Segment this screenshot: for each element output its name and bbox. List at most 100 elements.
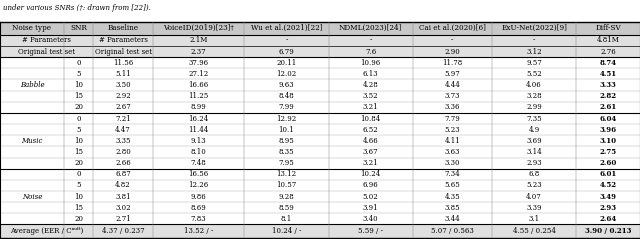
- Text: # Parameters: # Parameters: [99, 37, 147, 44]
- Text: 4.51: 4.51: [600, 70, 617, 78]
- Text: 3.85: 3.85: [445, 204, 460, 212]
- Bar: [0, 135, 640, 146]
- Text: 3.90 / 0.213: 3.90 / 0.213: [585, 227, 631, 235]
- Text: 2.90: 2.90: [445, 48, 460, 56]
- Text: NDML(2023)[24]: NDML(2023)[24]: [339, 24, 403, 32]
- Text: 11.56: 11.56: [113, 59, 133, 67]
- Text: 3.21: 3.21: [363, 159, 378, 167]
- Text: 3.33: 3.33: [600, 81, 616, 89]
- Text: 2.64: 2.64: [600, 215, 617, 223]
- Text: 5.11: 5.11: [115, 70, 131, 78]
- Bar: [0, 169, 64, 224]
- Text: 4.11: 4.11: [445, 137, 460, 145]
- Text: 5.65: 5.65: [445, 181, 460, 189]
- Text: 8.99: 8.99: [191, 103, 207, 111]
- Text: 4.07: 4.07: [526, 193, 542, 201]
- Text: 4.52: 4.52: [600, 181, 617, 189]
- Text: 2.1M: 2.1M: [189, 37, 208, 44]
- Text: 5.59 / -: 5.59 / -: [358, 227, 383, 235]
- Bar: [0, 180, 640, 191]
- Text: 8.59: 8.59: [278, 204, 294, 212]
- Text: Original test set: Original test set: [95, 48, 152, 56]
- Text: 11.78: 11.78: [442, 59, 463, 67]
- Text: Original test set: Original test set: [18, 48, 76, 56]
- Text: 7.95: 7.95: [278, 159, 294, 167]
- Text: 3.21: 3.21: [363, 103, 378, 111]
- Text: 7.99: 7.99: [278, 103, 294, 111]
- Text: Baseline: Baseline: [108, 24, 138, 32]
- Text: 0: 0: [76, 114, 81, 123]
- Text: 20: 20: [74, 103, 83, 111]
- Bar: [0, 57, 64, 113]
- Text: 7.34: 7.34: [445, 170, 460, 178]
- Text: 3.28: 3.28: [526, 92, 542, 100]
- Text: 8.10: 8.10: [191, 148, 207, 156]
- Text: 4.9: 4.9: [529, 126, 540, 134]
- Text: 9.13: 9.13: [191, 137, 206, 145]
- Text: 6.8: 6.8: [529, 170, 540, 178]
- Text: 8.69: 8.69: [191, 204, 207, 212]
- Text: 4.47: 4.47: [115, 126, 131, 134]
- Text: 5.07 / 0.563: 5.07 / 0.563: [431, 227, 474, 235]
- Text: 2.61: 2.61: [600, 103, 617, 111]
- Text: Music: Music: [21, 137, 43, 145]
- Text: 7.79: 7.79: [445, 114, 460, 123]
- Text: 3.40: 3.40: [363, 215, 378, 223]
- Text: 9.28: 9.28: [278, 193, 294, 201]
- Text: 7.83: 7.83: [191, 215, 206, 223]
- Text: 6.96: 6.96: [363, 181, 378, 189]
- Text: 9.86: 9.86: [191, 193, 207, 201]
- Text: -: -: [451, 37, 454, 44]
- Text: 3.10: 3.10: [600, 137, 616, 145]
- Text: 4.44: 4.44: [445, 81, 460, 89]
- Bar: [0, 124, 640, 135]
- Text: 6.13: 6.13: [363, 70, 378, 78]
- Text: 5: 5: [76, 70, 81, 78]
- Text: 3.52: 3.52: [363, 92, 378, 100]
- Text: 20: 20: [74, 215, 83, 223]
- Text: 20: 20: [74, 159, 83, 167]
- Text: 10: 10: [74, 193, 83, 201]
- Text: -: -: [369, 37, 372, 44]
- Text: 3.44: 3.44: [445, 215, 460, 223]
- Bar: [0, 224, 640, 238]
- Text: 11.44: 11.44: [188, 126, 209, 134]
- Text: # Parameters: # Parameters: [22, 37, 71, 44]
- Text: 12.92: 12.92: [276, 114, 297, 123]
- Text: 4.37 / 0.237: 4.37 / 0.237: [102, 227, 145, 235]
- Text: 2.60: 2.60: [600, 159, 617, 167]
- Text: SNR: SNR: [70, 24, 87, 32]
- Text: 5.52: 5.52: [526, 70, 542, 78]
- Text: 6.79: 6.79: [278, 48, 294, 56]
- Text: 15: 15: [74, 92, 83, 100]
- Text: Noise: Noise: [22, 193, 42, 201]
- Text: 2.82: 2.82: [600, 92, 617, 100]
- Text: 10.84: 10.84: [360, 114, 381, 123]
- Text: 8.74: 8.74: [600, 59, 617, 67]
- Text: 3.91: 3.91: [363, 204, 378, 212]
- Text: 8.35: 8.35: [278, 148, 294, 156]
- Bar: [0, 22, 640, 35]
- Text: 4.81M: 4.81M: [596, 37, 620, 44]
- Text: 2.67: 2.67: [115, 103, 131, 111]
- Bar: [0, 68, 640, 80]
- Text: Diff-SV: Diff-SV: [595, 24, 621, 32]
- Text: 2.75: 2.75: [600, 148, 617, 156]
- Text: 7.48: 7.48: [191, 159, 207, 167]
- Text: 2.76: 2.76: [600, 48, 616, 56]
- Text: 2.99: 2.99: [526, 103, 542, 111]
- Text: 4.06: 4.06: [526, 81, 542, 89]
- Text: ExU-Net(2022)[9]: ExU-Net(2022)[9]: [501, 24, 567, 32]
- Text: 16.56: 16.56: [188, 170, 209, 178]
- Text: 10.24 / -: 10.24 / -: [272, 227, 301, 235]
- Text: 7.35: 7.35: [526, 114, 542, 123]
- Text: 8.48: 8.48: [278, 92, 294, 100]
- Text: 12.02: 12.02: [276, 70, 297, 78]
- Text: 27.12: 27.12: [188, 70, 209, 78]
- Text: 6.87: 6.87: [115, 170, 131, 178]
- Text: 10.24: 10.24: [360, 170, 381, 178]
- Text: 2.71: 2.71: [115, 215, 131, 223]
- Text: 10.96: 10.96: [360, 59, 381, 67]
- Bar: [0, 158, 640, 169]
- Text: 5.23: 5.23: [526, 181, 542, 189]
